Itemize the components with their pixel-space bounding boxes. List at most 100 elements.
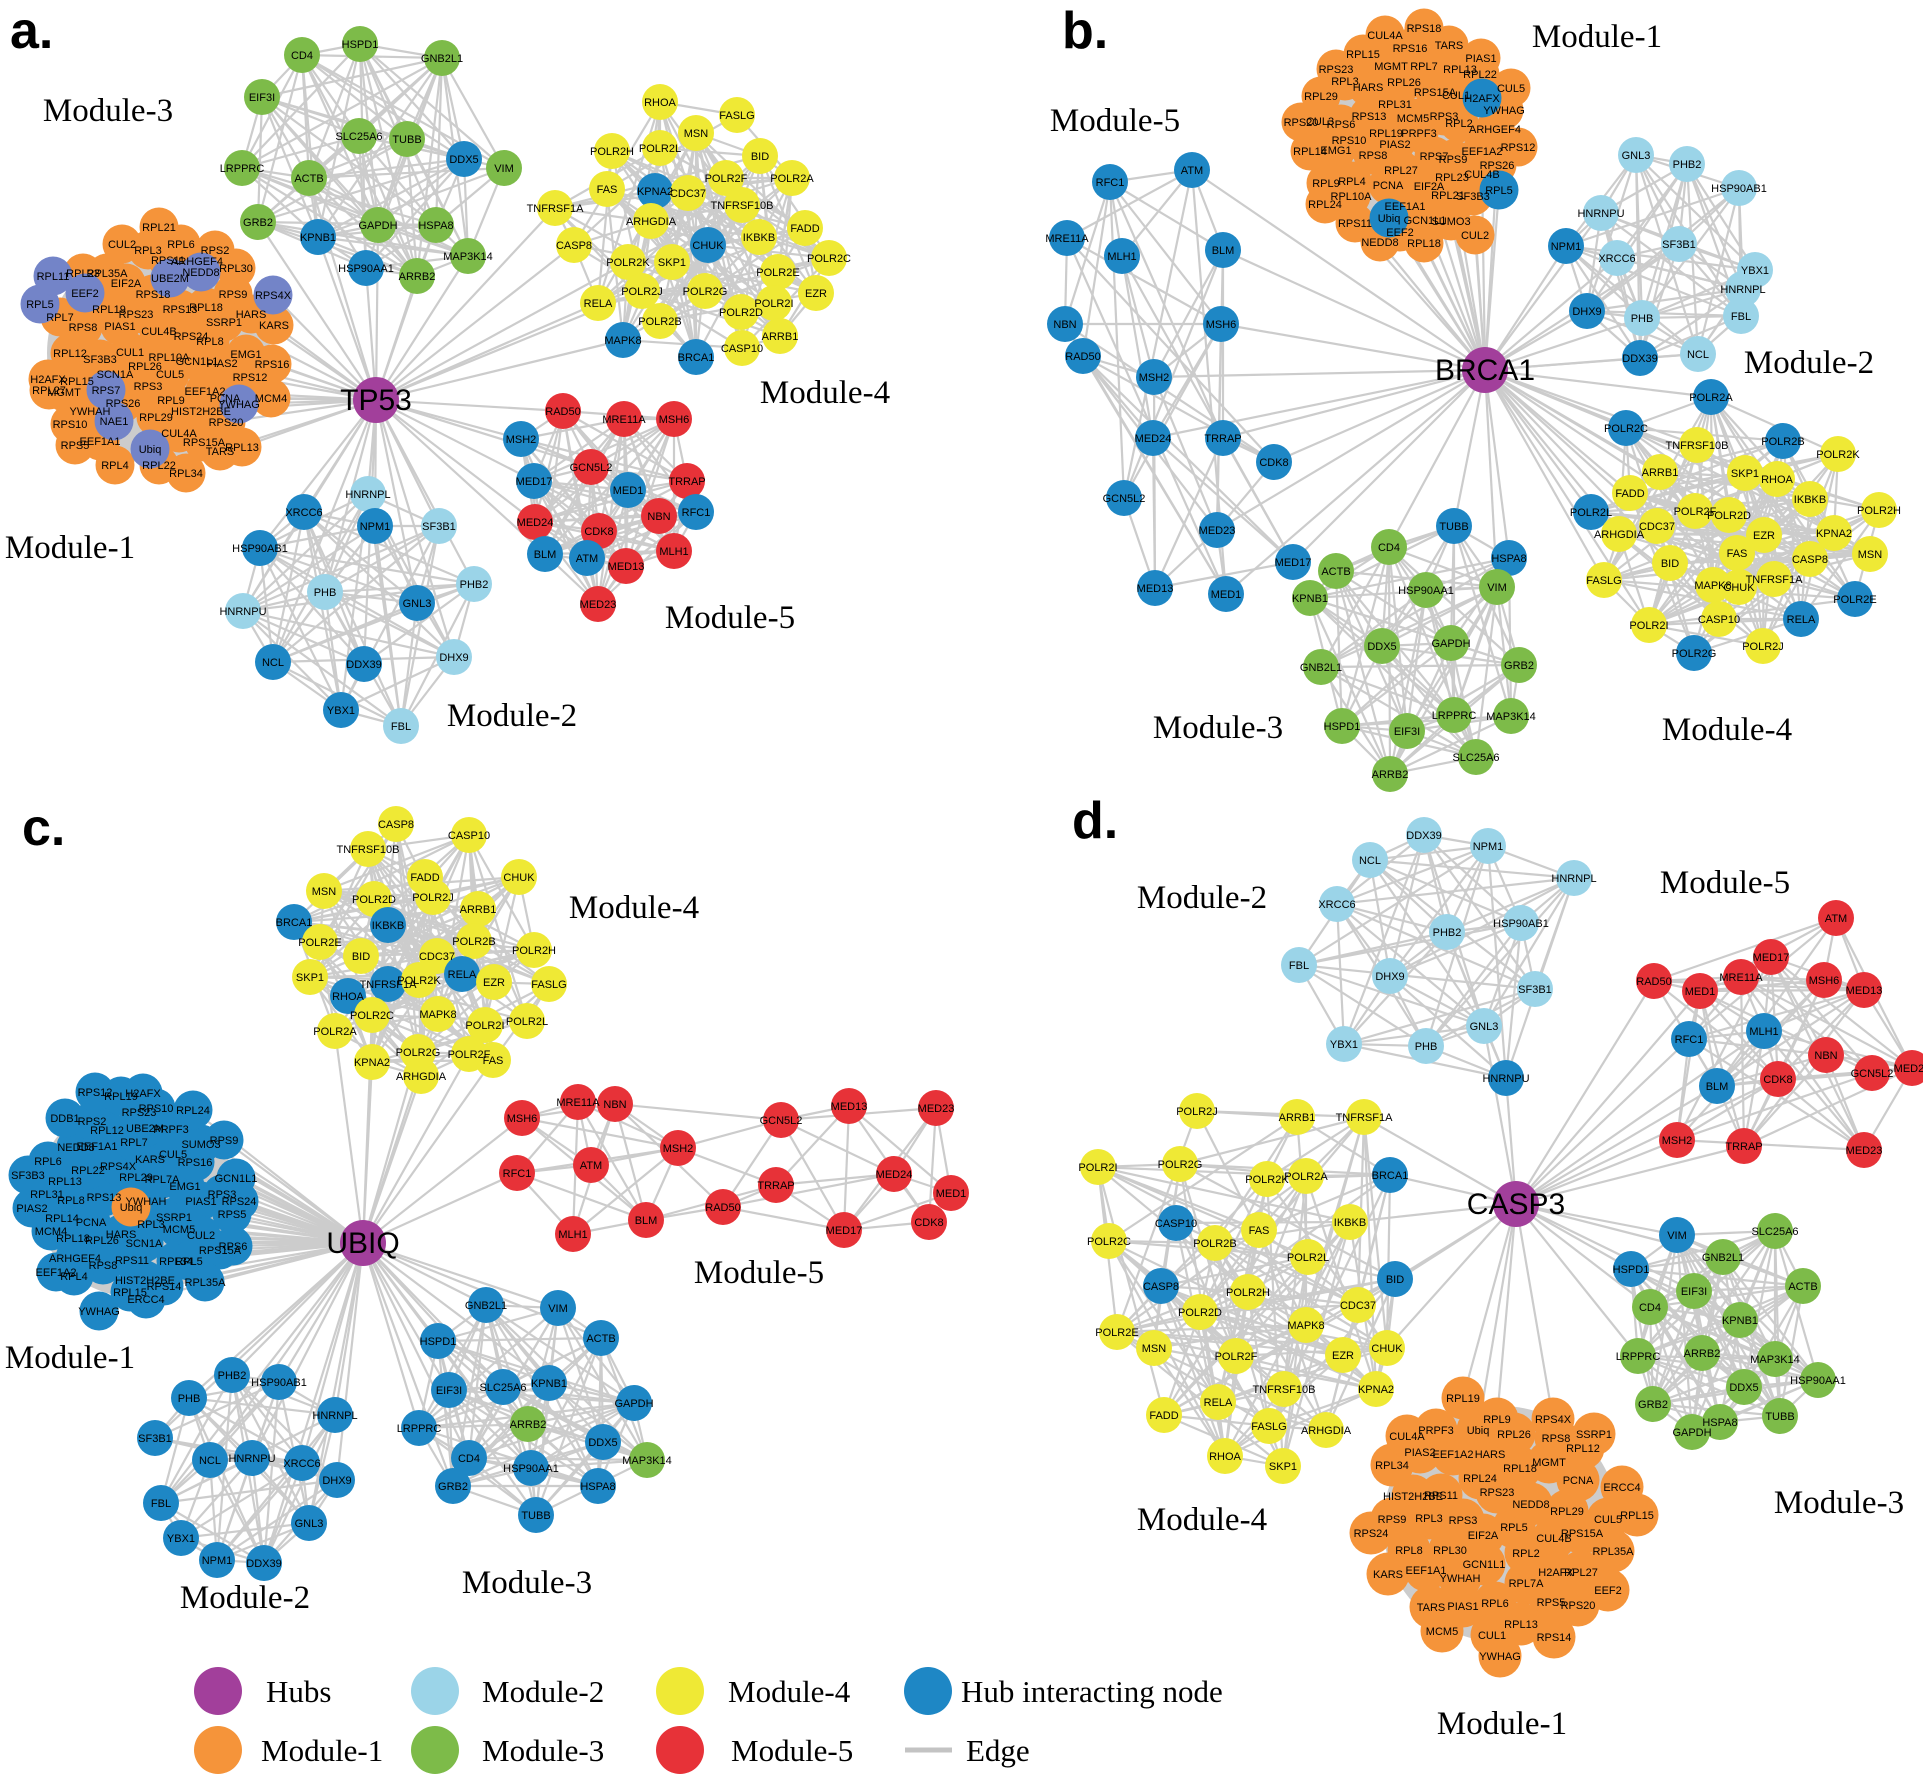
svg-text:HSPA8: HSPA8 bbox=[1491, 553, 1526, 565]
svg-text:CUL2: CUL2 bbox=[108, 239, 136, 251]
svg-text:PHB2: PHB2 bbox=[218, 1370, 247, 1382]
svg-text:MED24: MED24 bbox=[1135, 433, 1172, 445]
svg-text:MED23: MED23 bbox=[1199, 525, 1236, 537]
svg-text:POLR2D: POLR2D bbox=[1178, 1307, 1222, 1319]
svg-text:EZR: EZR bbox=[1753, 530, 1775, 542]
svg-text:SSRP1: SSRP1 bbox=[156, 1212, 192, 1224]
svg-text:FBL: FBL bbox=[391, 721, 411, 733]
svg-text:HSPD1: HSPD1 bbox=[342, 39, 379, 51]
svg-text:RPS8: RPS8 bbox=[69, 322, 98, 334]
svg-text:MED24: MED24 bbox=[1894, 1063, 1923, 1075]
svg-text:MED17: MED17 bbox=[516, 476, 553, 488]
svg-text:KPNA2: KPNA2 bbox=[1358, 1384, 1394, 1396]
svg-text:RPL6: RPL6 bbox=[34, 1156, 62, 1168]
svg-text:YWHAH: YWHAH bbox=[70, 406, 111, 418]
svg-text:RPL26: RPL26 bbox=[85, 1235, 119, 1247]
svg-text:RPL2: RPL2 bbox=[1512, 1548, 1540, 1560]
svg-text:ATM: ATM bbox=[1181, 165, 1203, 177]
svg-text:MED13: MED13 bbox=[1137, 583, 1174, 595]
svg-text:Module-4: Module-4 bbox=[728, 1674, 851, 1709]
svg-text:DDX39: DDX39 bbox=[1622, 353, 1657, 365]
svg-text:CASP8: CASP8 bbox=[378, 819, 414, 831]
svg-text:HSPA8: HSPA8 bbox=[1702, 1417, 1737, 1429]
svg-text:HSP90AA1: HSP90AA1 bbox=[1398, 585, 1454, 597]
svg-text:Ubiq: Ubiq bbox=[120, 1202, 143, 1214]
svg-text:POLR2I: POLR2I bbox=[754, 298, 793, 310]
svg-text:RPS26: RPS26 bbox=[1480, 160, 1515, 172]
svg-text:HARS: HARS bbox=[106, 1229, 137, 1241]
svg-text:Hub interacting node: Hub interacting node bbox=[961, 1674, 1223, 1709]
svg-text:RPL9: RPL9 bbox=[1312, 178, 1340, 190]
svg-text:ARHGEF4: ARHGEF4 bbox=[171, 256, 223, 268]
svg-text:RPL23: RPL23 bbox=[66, 268, 100, 280]
svg-text:KPNA2: KPNA2 bbox=[1816, 528, 1852, 540]
svg-text:ATM: ATM bbox=[1825, 913, 1847, 925]
svg-text:POLR2F: POLR2F bbox=[1215, 1351, 1258, 1363]
svg-text:MED1: MED1 bbox=[1685, 986, 1716, 998]
svg-text:Module-5: Module-5 bbox=[694, 1255, 824, 1291]
svg-text:RPL8: RPL8 bbox=[1395, 1545, 1423, 1557]
svg-text:NBN: NBN bbox=[603, 1099, 626, 1111]
svg-text:HSPD1: HSPD1 bbox=[1613, 1264, 1650, 1276]
svg-text:Module-4: Module-4 bbox=[569, 890, 699, 926]
svg-text:GAPDH: GAPDH bbox=[1431, 638, 1470, 650]
svg-text:MSH2: MSH2 bbox=[1662, 1135, 1693, 1147]
svg-text:MED1: MED1 bbox=[1211, 589, 1242, 601]
svg-text:POLR2H: POLR2H bbox=[1226, 1287, 1270, 1299]
svg-text:RPS13: RPS13 bbox=[1352, 111, 1387, 123]
svg-text:POLR2H: POLR2H bbox=[590, 146, 634, 158]
svg-text:HSP90AB1: HSP90AB1 bbox=[232, 543, 288, 555]
svg-text:DDX5: DDX5 bbox=[449, 154, 478, 166]
svg-text:CASP3: CASP3 bbox=[1467, 1188, 1565, 1221]
svg-text:BID: BID bbox=[1386, 1274, 1404, 1286]
svg-text:RPL35A: RPL35A bbox=[1593, 1546, 1635, 1558]
svg-text:RPS14: RPS14 bbox=[1537, 1632, 1572, 1644]
svg-text:EEF1A2: EEF1A2 bbox=[1462, 146, 1503, 158]
svg-text:GAPDH: GAPDH bbox=[358, 220, 397, 232]
svg-text:MED24: MED24 bbox=[876, 1169, 913, 1181]
svg-text:RPS5: RPS5 bbox=[61, 440, 90, 452]
svg-text:MED23: MED23 bbox=[580, 599, 617, 611]
svg-text:FBL: FBL bbox=[1731, 311, 1751, 323]
svg-text:CUL4A: CUL4A bbox=[161, 428, 197, 440]
svg-text:MLH1: MLH1 bbox=[1749, 1026, 1778, 1038]
svg-text:EIF2A: EIF2A bbox=[1414, 181, 1445, 193]
svg-text:RPL24: RPL24 bbox=[176, 1105, 210, 1117]
svg-text:GCN1L1: GCN1L1 bbox=[1404, 215, 1447, 227]
svg-text:CUL2: CUL2 bbox=[1461, 230, 1489, 242]
svg-text:RFC1: RFC1 bbox=[1096, 177, 1125, 189]
svg-text:RAD50: RAD50 bbox=[1636, 976, 1671, 988]
svg-text:GCN5L2: GCN5L2 bbox=[570, 462, 613, 474]
svg-text:MED23: MED23 bbox=[918, 1103, 955, 1115]
svg-text:TARS: TARS bbox=[1435, 40, 1464, 52]
svg-text:Module-2: Module-2 bbox=[1744, 345, 1874, 381]
svg-text:NAE1: NAE1 bbox=[100, 416, 129, 428]
svg-text:PIAS1: PIAS1 bbox=[1465, 53, 1496, 65]
svg-text:HSPD1: HSPD1 bbox=[420, 1336, 457, 1348]
svg-text:PIAS2: PIAS2 bbox=[16, 1203, 47, 1215]
svg-text:Module-3: Module-3 bbox=[462, 1565, 592, 1601]
svg-text:MRE11A: MRE11A bbox=[1045, 233, 1089, 245]
svg-text:ERCC4: ERCC4 bbox=[127, 1294, 164, 1306]
svg-text:SKP1: SKP1 bbox=[1731, 468, 1759, 480]
svg-text:CASP8: CASP8 bbox=[1143, 1281, 1179, 1293]
svg-text:PRPF3: PRPF3 bbox=[153, 1124, 188, 1136]
svg-text:RPS14: RPS14 bbox=[147, 1281, 182, 1293]
svg-text:RPL13: RPL13 bbox=[48, 1176, 82, 1188]
svg-text:ACTB: ACTB bbox=[1321, 566, 1350, 578]
svg-text:DDX39: DDX39 bbox=[246, 1558, 281, 1570]
svg-text:DDX5: DDX5 bbox=[1729, 1382, 1758, 1394]
svg-text:Module-1: Module-1 bbox=[1437, 1706, 1567, 1742]
svg-text:Module-1: Module-1 bbox=[261, 1733, 383, 1768]
svg-text:NPM1: NPM1 bbox=[202, 1555, 233, 1567]
svg-text:EIF2A: EIF2A bbox=[1468, 1530, 1499, 1542]
svg-text:POLR2G: POLR2G bbox=[683, 286, 728, 298]
svg-text:POLR2E: POLR2E bbox=[1095, 1327, 1138, 1339]
svg-text:RPS4X: RPS4X bbox=[100, 1161, 137, 1173]
svg-text:RPS12: RPS12 bbox=[78, 1087, 113, 1099]
svg-text:RPL29: RPL29 bbox=[1304, 91, 1338, 103]
svg-text:HSPA8: HSPA8 bbox=[418, 220, 453, 232]
svg-text:RPS20: RPS20 bbox=[1561, 1600, 1596, 1612]
svg-text:RPS26: RPS26 bbox=[106, 398, 141, 410]
svg-text:RPL11: RPL11 bbox=[37, 271, 70, 283]
